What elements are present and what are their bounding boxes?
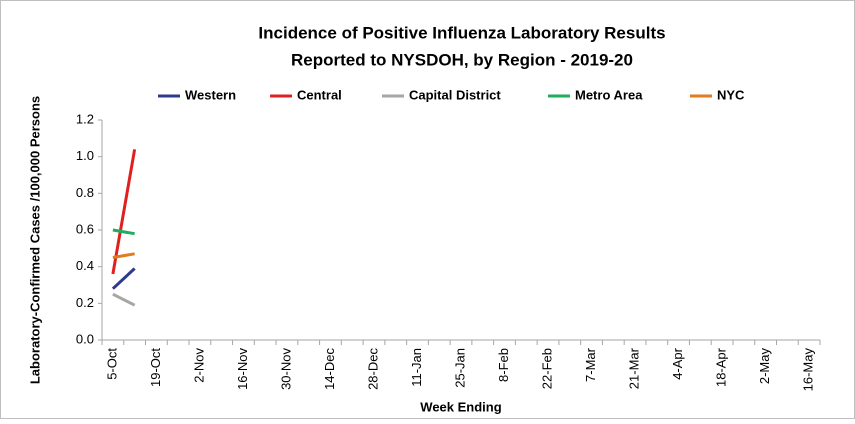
chart-title: Reported to NYSDOH, by Region - 2019-20 xyxy=(291,50,633,69)
x-tick-label: 4-Apr xyxy=(670,347,685,379)
y-axis-label: Laboratory-Confirmed Cases /100,000 Pers… xyxy=(27,96,42,384)
x-tick-label: 30-Nov xyxy=(278,348,293,390)
x-tick-label: 22-Feb xyxy=(539,348,554,389)
series-line xyxy=(112,292,136,307)
y-tick-label: 1.2 xyxy=(76,111,94,126)
x-tick-label: 14-Dec xyxy=(322,348,337,390)
legend-label: Capital District xyxy=(409,87,501,102)
y-tick-label: 0.6 xyxy=(76,221,94,236)
series-line xyxy=(111,267,136,290)
x-tick-label: 8-Feb xyxy=(496,348,511,382)
x-tick-label: 5-Oct xyxy=(104,348,119,380)
series-line xyxy=(112,252,135,259)
chart-title: Incidence of Positive Influenza Laborato… xyxy=(258,23,665,42)
x-tick-label: 16-May xyxy=(801,348,816,392)
legend-label: Metro Area xyxy=(575,87,643,102)
x-axis-label: Week Ending xyxy=(420,399,501,414)
x-tick-label: 2-Nov xyxy=(191,348,206,383)
y-tick-label: 0.8 xyxy=(76,185,94,200)
y-tick-label: 0.2 xyxy=(76,295,94,310)
x-tick-label: 2-May xyxy=(757,348,772,385)
legend-label: NYC xyxy=(717,87,745,102)
x-tick-label: 21-Mar xyxy=(626,347,641,389)
y-tick-label: 1.0 xyxy=(76,148,94,163)
x-tick-label: 11-Jan xyxy=(409,348,424,387)
x-tick-label: 28-Dec xyxy=(365,348,380,390)
y-tick-label: 0.4 xyxy=(76,258,94,273)
x-tick-label: 16-Nov xyxy=(235,348,250,390)
x-tick-label: 25-Jan xyxy=(452,348,467,388)
x-tick-label: 19-Oct xyxy=(148,348,163,387)
y-tick-label: 0.0 xyxy=(76,331,94,346)
x-tick-label: 18-Apr xyxy=(714,347,729,387)
legend-label: Central xyxy=(297,87,342,102)
series-line xyxy=(111,149,137,275)
legend-label: Western xyxy=(185,87,236,102)
series-line xyxy=(112,228,135,236)
x-tick-label: 7-Mar xyxy=(583,347,598,382)
